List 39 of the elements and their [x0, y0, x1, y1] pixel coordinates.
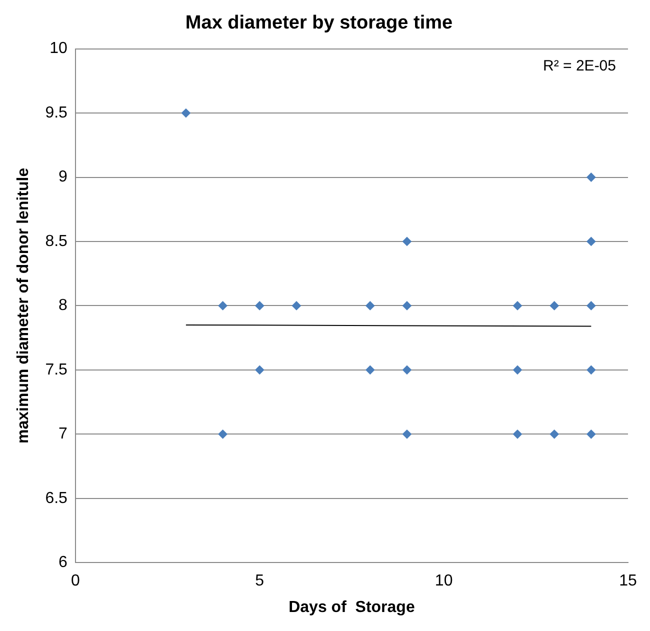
y-tick-label: 6: [58, 554, 68, 572]
point: [181, 108, 190, 118]
y-axis-title: maximum diameter of donor lenitule: [15, 168, 32, 444]
point: [218, 301, 228, 310]
x-tick-label: 0: [70, 572, 80, 590]
point: [402, 236, 412, 246]
point: [218, 430, 228, 439]
point: [512, 430, 522, 439]
point: [402, 430, 412, 439]
point: [292, 301, 301, 310]
point: [550, 430, 559, 439]
y-tick-label: 10: [50, 40, 68, 58]
point: [512, 301, 522, 310]
point: [402, 365, 412, 374]
point: [586, 430, 596, 439]
x-tick-label: 5: [255, 572, 264, 590]
y-tick-label: 9.5: [45, 104, 68, 122]
y-tick-label: 6.5: [45, 490, 68, 507]
point: [586, 301, 596, 310]
y-tick-label: 7.5: [45, 361, 68, 378]
point: [586, 172, 596, 182]
point: [550, 301, 559, 310]
point: [366, 301, 375, 310]
point: [402, 301, 412, 310]
x-tick-label: 15: [619, 572, 637, 590]
point: [366, 365, 375, 374]
point: [586, 236, 596, 246]
point: [586, 365, 596, 374]
x-tick-label: 10: [434, 572, 453, 590]
point: [512, 365, 522, 374]
point: [255, 301, 264, 310]
chart-title: Max diameter by storage time: [185, 12, 453, 34]
y-tick-label: 9: [58, 168, 68, 186]
point: [255, 365, 264, 374]
y-tick-label: 8.5: [45, 232, 68, 250]
annotation: R² = 2E-05: [543, 57, 616, 74]
y-tick-label: 8: [58, 297, 68, 314]
x-axis-title: Days of Storage: [288, 598, 415, 616]
y-tick-label: 7: [58, 426, 68, 443]
